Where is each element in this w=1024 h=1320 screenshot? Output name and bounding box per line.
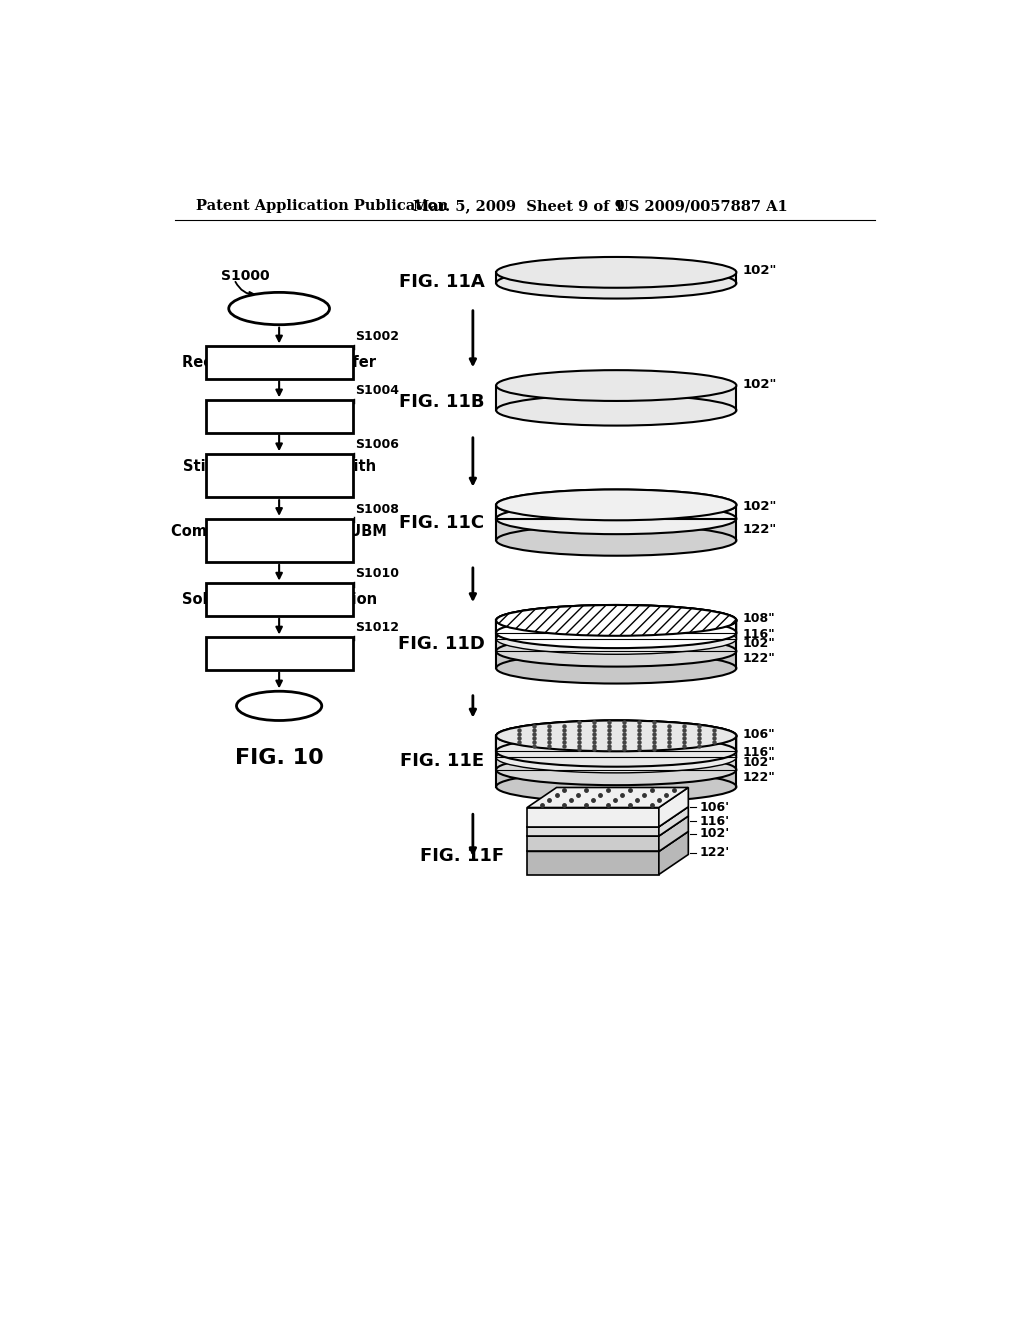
Ellipse shape bbox=[496, 490, 736, 520]
Bar bbox=[496, 620, 736, 632]
Bar bbox=[496, 272, 736, 284]
Text: Start: Start bbox=[255, 300, 303, 318]
Text: 102': 102' bbox=[699, 828, 729, 841]
Text: 102": 102" bbox=[742, 755, 775, 768]
Ellipse shape bbox=[496, 742, 736, 774]
Ellipse shape bbox=[496, 525, 736, 556]
Text: 122': 122' bbox=[699, 846, 729, 859]
Text: 102": 102" bbox=[742, 638, 775, 649]
Polygon shape bbox=[527, 807, 688, 826]
Text: Receive Finished Wafer: Receive Finished Wafer bbox=[182, 355, 376, 370]
Text: 106': 106' bbox=[699, 801, 729, 813]
Text: 116": 116" bbox=[742, 746, 775, 759]
Ellipse shape bbox=[496, 605, 736, 636]
Bar bbox=[496, 385, 736, 411]
Text: Die Saw: Die Saw bbox=[246, 645, 312, 661]
Bar bbox=[496, 737, 736, 758]
Text: 116': 116' bbox=[699, 814, 729, 828]
Bar bbox=[496, 620, 736, 639]
Ellipse shape bbox=[496, 623, 736, 655]
Ellipse shape bbox=[496, 653, 736, 684]
Ellipse shape bbox=[496, 268, 736, 298]
Bar bbox=[206, 519, 352, 562]
Text: FIG. 10: FIG. 10 bbox=[234, 748, 324, 768]
Polygon shape bbox=[527, 851, 658, 874]
Text: End: End bbox=[261, 697, 297, 715]
Text: FIG. 11E: FIG. 11E bbox=[400, 752, 484, 771]
Text: S1000: S1000 bbox=[221, 268, 269, 282]
Text: FIG. 11B: FIG. 11B bbox=[399, 393, 484, 411]
Ellipse shape bbox=[496, 636, 736, 667]
Ellipse shape bbox=[496, 721, 736, 751]
Ellipse shape bbox=[496, 605, 736, 636]
Text: FIG. 11F: FIG. 11F bbox=[420, 847, 504, 866]
Text: S1012: S1012 bbox=[355, 622, 399, 635]
Ellipse shape bbox=[496, 605, 736, 636]
Text: 122": 122" bbox=[742, 771, 775, 784]
Bar bbox=[496, 506, 736, 519]
Ellipse shape bbox=[496, 618, 736, 648]
Ellipse shape bbox=[496, 737, 736, 767]
Polygon shape bbox=[658, 788, 688, 826]
Text: S1010: S1010 bbox=[355, 568, 399, 581]
Ellipse shape bbox=[496, 755, 736, 785]
Ellipse shape bbox=[496, 605, 736, 636]
Text: 102": 102" bbox=[742, 500, 777, 513]
Text: Solder Bump Formation: Solder Bump Formation bbox=[181, 593, 377, 607]
Polygon shape bbox=[527, 832, 688, 851]
Text: 122": 122" bbox=[742, 652, 775, 665]
Ellipse shape bbox=[237, 692, 322, 721]
Bar bbox=[496, 737, 736, 770]
Ellipse shape bbox=[496, 721, 736, 751]
Bar bbox=[496, 620, 736, 668]
Polygon shape bbox=[658, 807, 688, 836]
Bar bbox=[496, 737, 736, 751]
Text: 106": 106" bbox=[742, 727, 775, 741]
Bar bbox=[206, 400, 352, 433]
Text: Compliant Layer/RDL/UBM
Formation: Compliant Layer/RDL/UBM Formation bbox=[171, 524, 387, 557]
Polygon shape bbox=[527, 788, 688, 808]
Bar bbox=[206, 454, 352, 498]
Ellipse shape bbox=[496, 370, 736, 401]
Text: 122": 122" bbox=[742, 523, 777, 536]
Text: 102": 102" bbox=[742, 264, 777, 277]
Ellipse shape bbox=[496, 503, 736, 535]
Ellipse shape bbox=[496, 490, 736, 520]
Ellipse shape bbox=[496, 771, 736, 803]
Polygon shape bbox=[527, 836, 658, 851]
Text: FIG. 11D: FIG. 11D bbox=[397, 635, 484, 653]
Bar bbox=[496, 620, 736, 651]
Polygon shape bbox=[658, 816, 688, 851]
Polygon shape bbox=[527, 816, 688, 836]
Polygon shape bbox=[658, 832, 688, 874]
Bar bbox=[206, 583, 352, 615]
Ellipse shape bbox=[228, 293, 330, 325]
Text: FIG. 11C: FIG. 11C bbox=[399, 513, 484, 532]
Ellipse shape bbox=[496, 257, 736, 288]
Text: S1008: S1008 bbox=[355, 503, 399, 516]
Bar bbox=[496, 737, 736, 787]
Text: Wafer Grinding: Wafer Grinding bbox=[216, 409, 342, 424]
Text: 108": 108" bbox=[742, 612, 775, 626]
Text: Stiffener attached with
Adhesive: Stiffener attached with Adhesive bbox=[182, 459, 376, 492]
Ellipse shape bbox=[496, 721, 736, 751]
Bar bbox=[496, 506, 736, 540]
Text: S1006: S1006 bbox=[355, 438, 399, 451]
Ellipse shape bbox=[496, 395, 736, 425]
Text: Patent Application Publication: Patent Application Publication bbox=[197, 199, 449, 213]
Text: S1002: S1002 bbox=[355, 330, 399, 343]
Polygon shape bbox=[527, 808, 658, 826]
Ellipse shape bbox=[496, 721, 736, 751]
Bar bbox=[206, 638, 352, 669]
Text: S1004: S1004 bbox=[355, 384, 399, 397]
Text: US 2009/0057887 A1: US 2009/0057887 A1 bbox=[616, 199, 788, 213]
Bar bbox=[206, 346, 352, 379]
Text: FIG. 11A: FIG. 11A bbox=[398, 273, 484, 290]
Text: 102": 102" bbox=[742, 378, 777, 391]
Text: Mar. 5, 2009  Sheet 9 of 9: Mar. 5, 2009 Sheet 9 of 9 bbox=[414, 199, 625, 213]
Text: 116": 116" bbox=[742, 628, 775, 640]
Polygon shape bbox=[527, 826, 658, 836]
